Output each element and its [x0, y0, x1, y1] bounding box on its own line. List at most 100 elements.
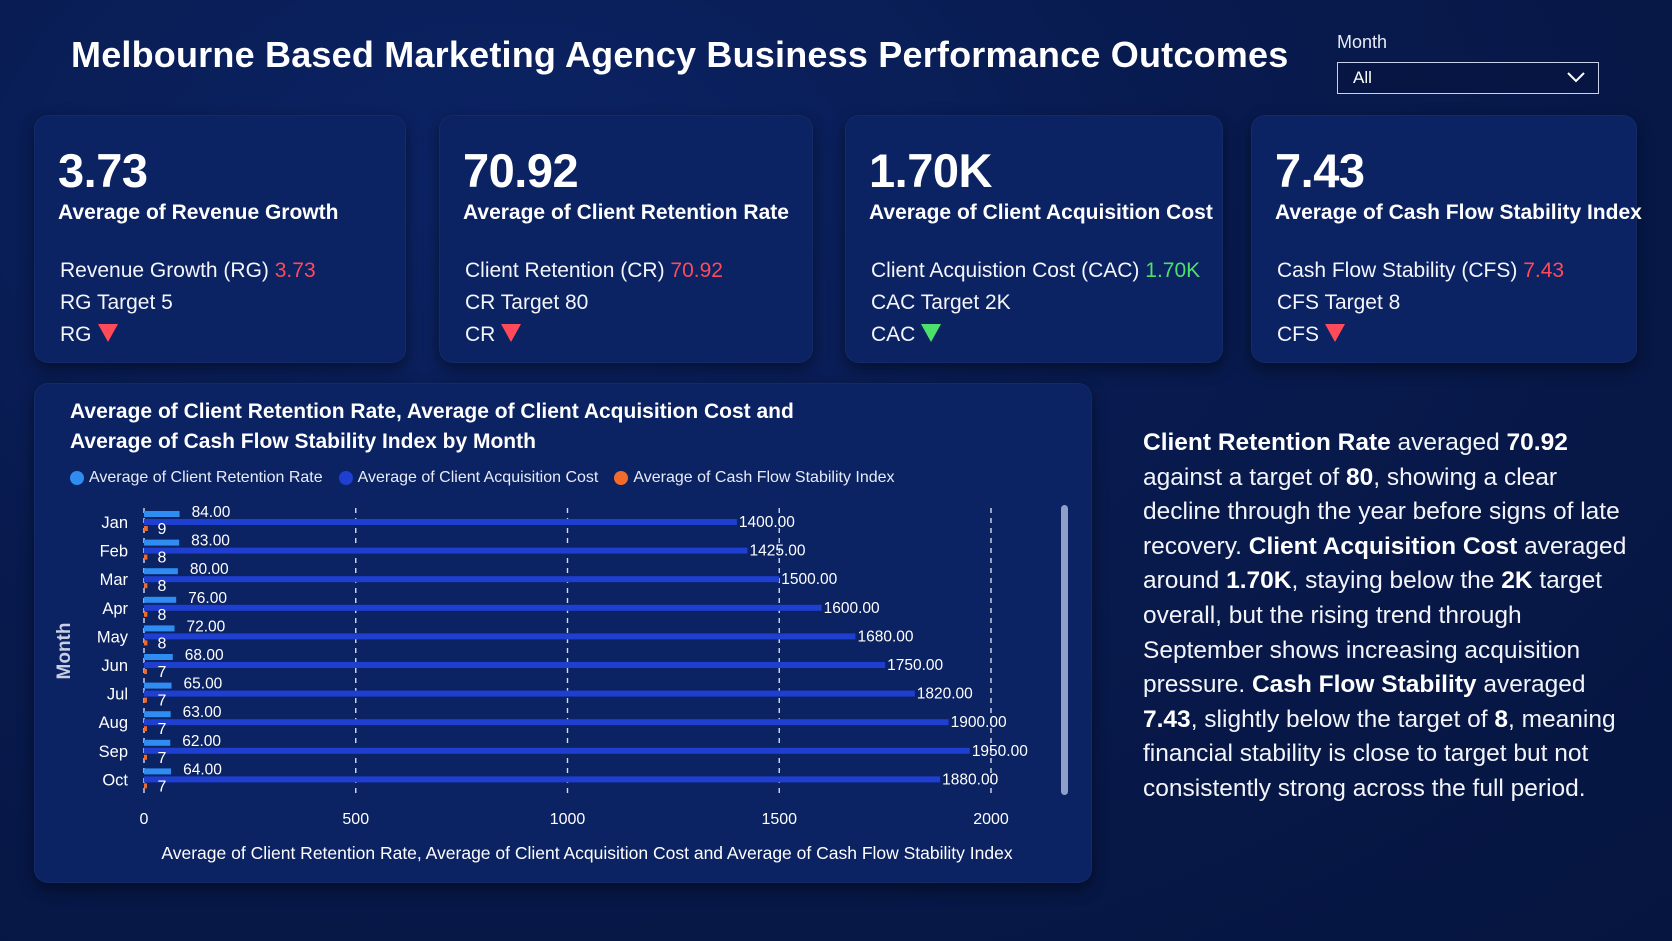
- narrative-bold: 80: [1345, 463, 1374, 491]
- kpi-label: Average of Cash Flow Stability Index: [1275, 201, 1642, 224]
- data-label-client-retention: 65.00: [184, 676, 223, 693]
- bar-client-acquisition-cost: [144, 747, 970, 754]
- legend-item[interactable]: Average of Client Acquisition Cost: [338, 469, 599, 487]
- bar-chart: 0 500 1000 1500 2000 Month Average of Client R…: [54, 504, 1068, 863]
- y-tick-label: Jul: [107, 686, 128, 704]
- data-label-cash-flow-stability: 7: [158, 778, 167, 795]
- data-label-cash-flow-stability: 7: [158, 721, 167, 738]
- bar-cash-flow-stability: [144, 640, 148, 646]
- narrative-bold: Cash Flow Stability: [1251, 671, 1477, 699]
- data-label-client-acquisition-cost: 1750.00: [887, 657, 943, 674]
- bar-cash-flow-stability: [144, 754, 147, 760]
- narrative-span: averaged: [1476, 671, 1586, 699]
- kpi-metric-value: 1.70K: [1145, 259, 1201, 282]
- narrative-bold: Client Retention Rate: [1143, 429, 1391, 456]
- data-label-client-acquisition-cost: 1880.00: [942, 771, 998, 788]
- kpi-card-client-acquisition-cost: 1.70K Average of Client Acquisition Cost…: [845, 115, 1223, 363]
- kpi-card-revenue-growth: 3.73 Average of Revenue Growth Revenue G…: [34, 115, 406, 363]
- data-label-cash-flow-stability: 9: [158, 521, 167, 538]
- bar-client-acquisition-cost: [144, 633, 856, 640]
- bar-client-acquisition-cost: [144, 776, 941, 783]
- kpi-label: Average of Client Acquisition Cost: [869, 201, 1213, 224]
- bar-client-retention: [144, 682, 172, 689]
- kpi-indicator-label: CAC: [871, 323, 916, 346]
- y-tick-label: Feb: [100, 543, 128, 561]
- bar-client-retention: [144, 539, 180, 546]
- vertical-scrollbar[interactable]: [1061, 505, 1068, 795]
- down-red-triangle-icon: [1325, 324, 1345, 343]
- x-axis-title: Average of Client Retention Rate, Averag…: [161, 843, 1012, 863]
- legend-dot: [338, 471, 353, 485]
- x-tick-label: 0: [140, 811, 149, 828]
- bar-client-acquisition-cost: [144, 576, 780, 583]
- y-tick-label: Aug: [99, 714, 128, 732]
- data-label-client-acquisition-cost: 1425.00: [749, 543, 805, 560]
- narrative-bold: 70.92: [1506, 429, 1568, 456]
- narrative-span: against a target of: [1143, 463, 1346, 491]
- bar-client-acquisition-cost: [144, 662, 886, 668]
- bar-client-retention: [144, 739, 171, 746]
- y-tick-label: Jun: [101, 657, 128, 675]
- chart-legend: Average of Client Retention Rate Average…: [70, 469, 895, 487]
- legend-dot: [614, 471, 629, 485]
- y-tick-label: Sep: [99, 743, 128, 761]
- chart-title: Average of Client Retention Rate, Averag…: [70, 397, 970, 457]
- chevron-down-icon[interactable]: [1566, 68, 1586, 88]
- data-label-cash-flow-stability: 8: [158, 635, 167, 652]
- data-label-client-retention: 62.00: [182, 733, 221, 750]
- narrative-bold: 2K: [1501, 567, 1533, 595]
- data-label-client-acquisition-cost: 1950.00: [972, 743, 1028, 760]
- data-label-client-acquisition-cost: 1600.00: [824, 600, 880, 617]
- kpi-indicator-label: CFS: [1277, 323, 1319, 346]
- bar-cash-flow-stability: [144, 526, 148, 531]
- kpi-indicator-label: CR: [465, 323, 496, 346]
- narrative-bold: 7.43: [1143, 705, 1191, 733]
- bar-cash-flow-stability: [144, 726, 147, 732]
- bar-client-acquisition-cost: [144, 547, 748, 554]
- data-label-cash-flow-stability: 8: [158, 607, 167, 624]
- data-label-client-acquisition-cost: 1820.00: [917, 686, 973, 703]
- kpi-metric-label: Revenue Growth (RG): [60, 259, 269, 282]
- kpi-value: 70.92: [463, 144, 579, 197]
- down-red-triangle-icon: [501, 324, 522, 343]
- kpi-metric-value: 70.92: [670, 259, 723, 282]
- bar-cash-flow-stability: [144, 554, 148, 560]
- data-label-client-acquisition-cost: 1500.00: [781, 571, 837, 588]
- data-label-client-retention: 83.00: [191, 533, 230, 550]
- legend-label: Average of Client Retention Rate: [89, 469, 323, 486]
- kpi-metric-value: 7.43: [1523, 259, 1565, 282]
- kpi-target: CAC Target 2K: [871, 291, 1011, 314]
- month-dropdown-value: All: [1353, 68, 1372, 87]
- legend-label: Average of Client Acquisition Cost: [357, 469, 599, 486]
- down-red-triangle-icon: [97, 324, 118, 343]
- legend-label: Average of Cash Flow Stability Index: [633, 469, 895, 486]
- data-label-client-retention: 80.00: [190, 561, 229, 578]
- narrative-bold: Client Acquisition Cost: [1248, 532, 1518, 560]
- kpi-indicator-label: RG: [60, 323, 92, 346]
- x-tick-label: 1000: [550, 811, 586, 828]
- x-tick-label: 2000: [973, 811, 1009, 828]
- data-label-cash-flow-stability: 7: [158, 750, 167, 767]
- legend-item[interactable]: Average of Cash Flow Stability Index: [614, 469, 895, 487]
- chart-title-line: Average of Cash Flow Stability Index by …: [70, 430, 536, 453]
- month-dropdown[interactable]: All: [1337, 62, 1599, 94]
- bar-client-retention: [144, 511, 180, 517]
- kpi-metric-label: Cash Flow Stability (CFS): [1277, 259, 1518, 282]
- bar-cash-flow-stability: [144, 697, 147, 703]
- bar-client-retention: [144, 568, 178, 575]
- data-label-cash-flow-stability: 7: [158, 693, 167, 710]
- kpi-target: RG Target 5: [60, 291, 173, 314]
- data-label-client-retention: 76.00: [188, 590, 227, 607]
- narrative-text: Client Retention Rate averaged 70.92 aga…: [1143, 426, 1633, 807]
- bar-client-acquisition-cost: [144, 604, 822, 611]
- y-axis-title: Month: [54, 623, 75, 680]
- data-label-client-acquisition-cost: 1900.00: [951, 714, 1007, 731]
- month-slicer: Month All: [1337, 32, 1599, 94]
- y-tick-label: Oct: [102, 771, 128, 789]
- legend-item[interactable]: Average of Client Retention Rate: [70, 469, 323, 487]
- legend-dot: [70, 471, 84, 485]
- narrative-span: , staying below the: [1291, 567, 1502, 595]
- narrative-span: , showing a clear decline through the ye…: [1143, 463, 1620, 560]
- data-label-client-retention: 68.00: [185, 647, 224, 664]
- kpi-card-client-retention: 70.92 Average of Client Retention Rate C…: [439, 115, 813, 363]
